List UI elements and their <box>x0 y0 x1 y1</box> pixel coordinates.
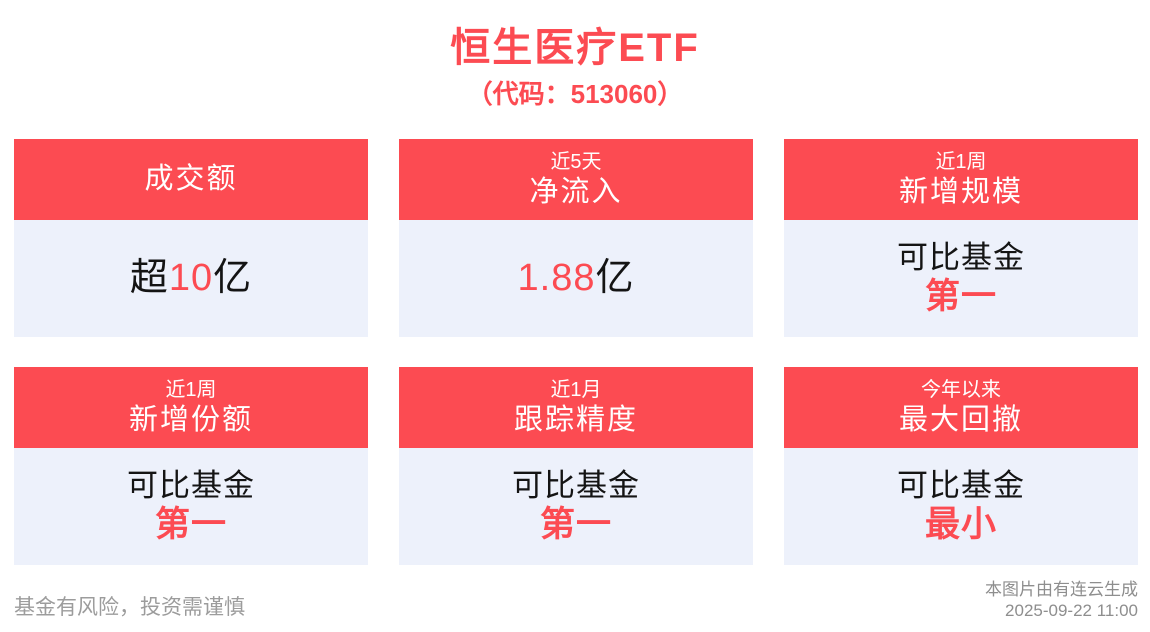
card-value: 1.88亿 <box>399 220 753 337</box>
card-value-line: 可比基金 <box>512 468 640 505</box>
card-metric-label: 净流入 <box>529 175 623 208</box>
value-text: 可比基金 <box>897 239 1025 275</box>
card-period-label: 近1周 <box>935 150 987 173</box>
card-value: 超10亿 <box>14 220 368 337</box>
value-text: 可比基金 <box>127 467 255 503</box>
card-value-line: 最小 <box>925 504 997 545</box>
metric-card: 成交额 超10亿 <box>14 139 368 337</box>
card-value-line: 可比基金 <box>127 468 255 505</box>
card-value: 可比基金 第一 <box>14 448 368 565</box>
value-highlight: 第一 <box>539 505 612 545</box>
metric-card: 近5天 净流入 1.88亿 <box>399 139 753 337</box>
value-text: 亿 <box>595 257 635 300</box>
card-metric-label: 成交额 <box>144 163 238 195</box>
value-highlight: 1.88 <box>517 257 596 300</box>
card-value: 可比基金 第一 <box>399 448 753 565</box>
metric-card-header: 近5天 净流入 <box>399 139 753 220</box>
metrics-grid: 成交额 超10亿 近5天 净流入 1.88亿 近1周 新增规模 可比基金 第一 近… <box>14 139 1138 565</box>
card-metric-label: 最大回撤 <box>898 403 1023 436</box>
value-text: 可比基金 <box>512 467 640 503</box>
card-value: 可比基金 最小 <box>784 448 1138 565</box>
value-text: 超 <box>129 257 169 300</box>
etf-infographic: 恒生医疗ETF （代码：513060） 成交额 超10亿 近5天 净流入 1.8… <box>0 24 1150 632</box>
metric-card: 近1周 新增份额 可比基金 第一 <box>14 367 368 565</box>
value-text: 可比基金 <box>897 467 1025 503</box>
value-highlight: 10 <box>168 257 214 300</box>
generation-credit: 本图片由有连云生成 2025-09-22 11:00 <box>985 579 1138 621</box>
metric-card: 今年以来 最大回撤 可比基金 最小 <box>784 367 1138 565</box>
metric-card-header: 近1月 跟踪精度 <box>399 367 753 448</box>
credit-source: 本图片由有连云生成 <box>985 580 1138 599</box>
card-metric-label: 新增规模 <box>898 175 1023 208</box>
page-title: 恒生医疗ETF <box>450 26 700 70</box>
card-metric-label: 跟踪精度 <box>513 403 638 436</box>
metric-card: 近1周 新增规模 可比基金 第一 <box>784 139 1138 337</box>
card-value-line: 第一 <box>925 276 997 317</box>
value-highlight: 最小 <box>924 505 997 545</box>
card-value: 可比基金 第一 <box>784 220 1138 337</box>
metric-card-header: 近1周 新增份额 <box>14 367 368 448</box>
value-highlight: 第一 <box>154 505 227 545</box>
footer: 基金有风险，投资需谨慎 本图片由有连云生成 2025-09-22 11:00 <box>14 579 1138 621</box>
card-period-label: 近1月 <box>550 378 602 401</box>
card-value-line: 可比基金 <box>897 468 1025 505</box>
card-value-line: 可比基金 <box>897 240 1025 277</box>
card-value-line: 1.88亿 <box>518 256 635 301</box>
card-value-line: 第一 <box>155 504 227 545</box>
credit-timestamp: 2025-09-22 11:00 <box>1005 601 1138 620</box>
card-value-line: 第一 <box>540 504 612 545</box>
metric-card: 近1月 跟踪精度 可比基金 第一 <box>399 367 753 565</box>
metric-card-header: 近1周 新增规模 <box>784 139 1138 220</box>
card-value-line: 超10亿 <box>130 256 252 301</box>
card-metric-label: 新增份额 <box>128 403 253 436</box>
value-highlight: 第一 <box>924 277 997 317</box>
etf-code-subtitle: （代码：513060） <box>466 79 684 109</box>
value-text: 亿 <box>213 257 253 300</box>
risk-disclaimer: 基金有风险，投资需谨慎 <box>14 596 245 619</box>
metric-card-header: 成交额 <box>14 139 368 220</box>
card-period-label: 今年以来 <box>921 378 1001 401</box>
card-period-label: 近1周 <box>165 378 217 401</box>
card-period-label: 近5天 <box>550 150 602 173</box>
metric-card-header: 今年以来 最大回撤 <box>784 367 1138 448</box>
